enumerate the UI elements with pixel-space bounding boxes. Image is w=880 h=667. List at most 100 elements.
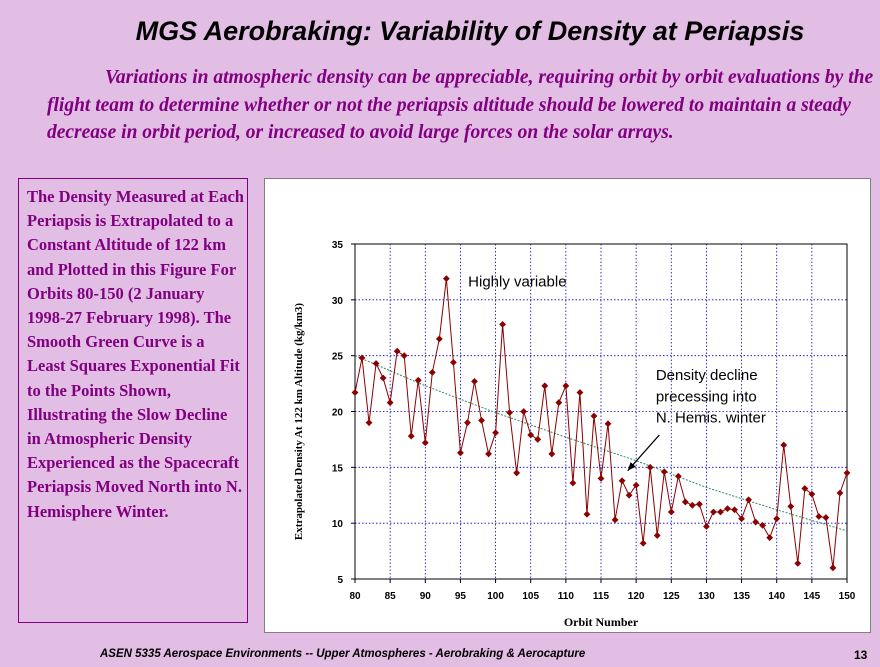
data-point: [393, 347, 401, 355]
data-point: [703, 523, 710, 530]
data-point: [836, 489, 844, 497]
data-point: [611, 516, 619, 524]
data-point: [696, 500, 703, 508]
data-point: [808, 490, 816, 498]
data-point: [724, 505, 731, 513]
data-point: [358, 354, 366, 362]
arrow-head: [627, 462, 636, 471]
chart-annotation: Density decline: [656, 367, 758, 384]
data-point: [400, 352, 408, 360]
data-point: [471, 377, 478, 385]
x-tick-label: 120: [628, 591, 645, 602]
data-point: [442, 275, 450, 283]
x-tick-label: 145: [804, 591, 821, 602]
data-point: [506, 409, 514, 417]
x-tick-label: 110: [558, 591, 575, 602]
x-tick-label: 150: [839, 591, 856, 602]
data-point: [717, 508, 724, 516]
data-point: [365, 419, 373, 427]
x-tick-label: 105: [522, 591, 539, 602]
data-point: [843, 469, 851, 477]
data-point: [618, 477, 626, 485]
data-point: [569, 479, 577, 487]
y-tick-label: 25: [332, 352, 344, 363]
x-tick-label: 130: [698, 591, 715, 602]
data-point: [829, 564, 837, 572]
data-point: [752, 518, 760, 526]
data-point: [688, 501, 696, 509]
x-tick-label: 115: [593, 591, 610, 602]
data-point: [674, 472, 682, 480]
data-point: [464, 419, 471, 427]
data-point: [576, 389, 584, 396]
data-point: [745, 496, 752, 504]
data-point: [738, 515, 745, 523]
data-point: [351, 389, 359, 396]
x-tick-label: 140: [768, 591, 785, 602]
intro-paragraph: Variations in atmospheric density can be…: [47, 67, 874, 143]
data-point: [766, 534, 774, 542]
page-number: 13: [854, 648, 868, 662]
x-tick-label: 125: [663, 591, 680, 602]
data-point: [632, 481, 640, 489]
data-point: [457, 449, 464, 457]
data-point: [801, 485, 809, 492]
data-point: [780, 441, 788, 449]
fit-curve: [354, 355, 848, 532]
data-point: [386, 399, 394, 406]
x-axis-label: Orbit Number: [564, 615, 639, 629]
chart-annotation: N. Hemis. winter: [656, 410, 766, 427]
data-point: [492, 429, 499, 437]
x-tick-label: 90: [420, 591, 432, 602]
caption-box: The Density Measured at Each Periapsis i…: [18, 178, 248, 623]
x-tick-label: 85: [385, 591, 397, 602]
x-tick-label: 95: [455, 591, 467, 602]
chart-panel: 80 85 90 95 100 105 110 115 120 125 130 135 140 145 15…: [264, 178, 871, 633]
data-point: [485, 450, 492, 458]
data-point: [379, 374, 387, 382]
x-tick-label: 100: [487, 591, 504, 602]
y-axis-label: Extrapolated Density At 122 km Altitude …: [293, 303, 305, 540]
data-point: [548, 450, 556, 458]
data-point: [499, 321, 506, 328]
y-tick-label: 30: [332, 296, 344, 307]
x-tick-label: 80: [349, 591, 361, 602]
data-point: [710, 508, 717, 516]
y-tick-label: 5: [337, 575, 343, 586]
chart-annotation: precessing into: [656, 388, 757, 405]
data-point: [597, 475, 605, 482]
x-tick-label: 135: [733, 591, 750, 602]
data-point: [372, 360, 380, 367]
data-point: [787, 503, 795, 510]
data-point: [625, 491, 633, 499]
data-point: [450, 358, 457, 366]
data-point: [731, 506, 738, 514]
data-point: [562, 382, 570, 390]
y-tick-label: 10: [332, 519, 344, 530]
data-point: [794, 559, 802, 567]
data-point: [478, 417, 485, 424]
data-point: [590, 412, 598, 420]
data-point: [421, 439, 429, 447]
caption-text: The Density Measured at Each Periapsis i…: [27, 187, 244, 521]
data-point: [513, 469, 521, 477]
data-point: [428, 369, 436, 376]
data-point: [583, 510, 591, 518]
slide-title: MGS Aerobraking: Variability of Density …: [135, 16, 805, 46]
data-point: [815, 513, 823, 520]
y-tick-label: 15: [332, 463, 344, 474]
density-chart: 80 85 90 95 100 105 110 115 120 125 130 135 140 145 15…: [293, 240, 856, 629]
data-point: [555, 399, 563, 406]
data-point: [435, 335, 443, 343]
footer: ASEN 5335 Aerospace Environments -- Uppe…: [100, 648, 586, 660]
chart-annotation: Highly variable: [468, 273, 566, 290]
y-tick-label: 20: [332, 408, 344, 419]
data-point: [414, 376, 422, 384]
data-point: [639, 539, 647, 547]
data-point: [822, 514, 830, 521]
y-tick-label: 35: [332, 240, 344, 251]
data-point: [646, 463, 654, 471]
data-point: [604, 420, 612, 428]
data-point: [407, 432, 415, 440]
data-point: [681, 498, 689, 506]
